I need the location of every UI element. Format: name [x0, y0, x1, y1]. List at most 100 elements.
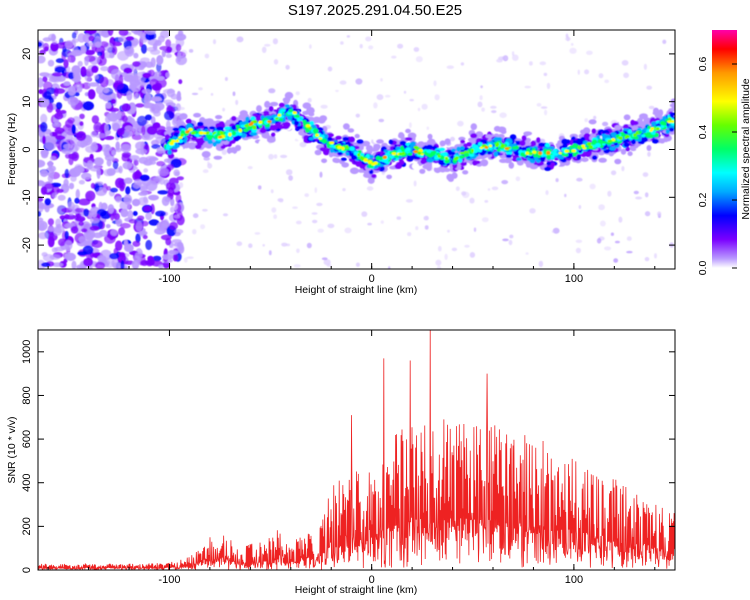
spectrogram-background-blob [421, 103, 428, 110]
spectrogram-ridge-blob [367, 160, 372, 164]
spectrogram-background-blob [366, 186, 374, 191]
spectrogram-noise-blob [81, 228, 88, 233]
spectrogram-noise-blob [99, 124, 106, 134]
spectrogram-noise-blob [104, 123, 109, 134]
spectrogram-background-blob [577, 69, 580, 75]
colorbar-tick-label: 0.4 [697, 125, 709, 140]
spectrogram-background-blob [487, 188, 491, 191]
spectrogram-noise-blob [38, 180, 45, 187]
spectrogram-ridge-blob [509, 134, 517, 141]
spectrogram-noise-blob [49, 254, 61, 260]
spectrogram-ridge-blob [375, 156, 381, 161]
spectrogram-background-blob [598, 73, 604, 79]
spectrogram-background-blob [540, 106, 548, 109]
spectrogram-noise-blob [132, 211, 138, 216]
spectrogram-ridge-blob [319, 147, 326, 152]
spectrogram-ridge-blob [668, 127, 675, 132]
spectrogram-noise-blob [100, 249, 112, 261]
spectrogram-noise-blob [138, 64, 145, 71]
spectrogram-background-blob [444, 253, 448, 260]
spectrogram-ridge-blob [267, 120, 272, 123]
spectrogram-noise-blob [51, 262, 64, 268]
spectrogram-background-blob [248, 243, 253, 248]
spectrogram-ridge-blob [347, 128, 355, 133]
spectrogram-noise-blob [97, 51, 103, 57]
spectrogram-background-blob [268, 250, 272, 256]
spectrogram-noise-blob [122, 161, 133, 170]
spectrogram-background-blob [180, 49, 188, 56]
spectrogram-background-blob [555, 178, 559, 183]
spectrogram-noise-blob [88, 35, 95, 42]
spectrogram-noise-blob [120, 222, 131, 229]
colorbar-tick-label: 0.6 [697, 57, 709, 72]
spectrogram-background-blob [183, 257, 188, 263]
spectrogram-ridge-blob [386, 174, 392, 180]
spectrogram-ridge-blob [665, 129, 670, 135]
spectrogram-ridge-blob [459, 151, 465, 155]
spectrogram-ridge-blob [391, 152, 397, 156]
spectrogram-noise-blob [134, 251, 143, 259]
spectrogram-noise-blob [147, 38, 160, 46]
spectrogram-ridge-blob [646, 128, 651, 133]
spectrogram-background-blob [409, 98, 414, 102]
spectrogram-ridge-blob [235, 124, 240, 128]
spectrogram-noise-blob [58, 238, 66, 247]
spectrogram-background-blob [593, 115, 597, 120]
spectrogram-noise-blob [145, 239, 153, 251]
spectrogram-background-blob [426, 126, 430, 130]
spectrogram-ridge-blob [479, 146, 484, 149]
spectrogram-background-blob [446, 65, 454, 69]
spectrogram-noise-blob [157, 190, 170, 195]
spectrogram-background-blob [529, 208, 536, 214]
spectrogram-ridge-blob [177, 139, 184, 144]
spectrogram-ridge-blob [633, 133, 637, 137]
spectrogram-ridge-blob [532, 150, 537, 154]
colorbar-tick-label: 0.2 [697, 193, 709, 208]
snr-xtick-label: -100 [158, 574, 180, 586]
spectrogram-ridge-blob [449, 151, 456, 156]
spectrogram-background-blob [285, 169, 293, 176]
spectrogram-noise-blob [49, 156, 57, 161]
spectrogram-noise-blob [102, 88, 109, 94]
spectrogram-noise-blob [90, 182, 96, 189]
spectrogram-ridge-blob [602, 140, 606, 144]
spectrogram-noise-blob [129, 155, 140, 161]
spectrogram-background-blob [481, 107, 485, 112]
spectrogram-ridge-blob [512, 146, 516, 150]
spectrogram-ridge-blob [239, 110, 248, 116]
spectrogram-ridge-blob [588, 119, 597, 125]
snr-ytick-label: 200 [21, 517, 33, 535]
spectrogram-background-blob [436, 265, 442, 269]
spectrogram-noise-blob [40, 113, 48, 124]
spectrogram-background-blob [501, 180, 509, 185]
spectrogram-noise-blob [169, 221, 179, 230]
spectrogram-noise-blob [85, 190, 96, 202]
spectrogram-background-blob [292, 206, 298, 209]
spectrogram-ridge-blob [562, 143, 567, 149]
spectrogram-background-blob [464, 244, 470, 248]
spectrogram-ridge-blob [413, 150, 419, 154]
spectrogram-ridge-blob [231, 131, 237, 136]
spectrogram-background-blob [647, 151, 651, 157]
spectrogram-ridge-blob [621, 133, 626, 137]
spectrogram-background-blob [373, 102, 378, 109]
spectrogram-ridge-blob [463, 152, 468, 158]
spectrogram-background-blob [450, 136, 455, 142]
spectrogram-ridge-blob [349, 146, 355, 151]
spectrogram-ridge-blob [581, 157, 589, 163]
spectrogram-ridge-blob [245, 116, 250, 122]
spectrogram-noise-blob [126, 91, 133, 101]
spectrogram-background-blob [481, 217, 489, 223]
spectrogram-noise-blob [118, 227, 126, 236]
spectrogram-ridge-blob [533, 153, 538, 158]
spectrogram-noise-blob [165, 39, 172, 48]
spectrogram-ridge-blob [609, 146, 616, 151]
spectrogram-noise-blob [38, 159, 46, 168]
spectrogram-noise-blob [149, 105, 162, 114]
spectrogram-ridge-blob [607, 139, 613, 143]
spectrogram-xtick-label: 100 [565, 273, 583, 285]
spectrogram-ridge-blob [172, 127, 180, 132]
spectrogram-noise-blob [38, 55, 46, 64]
spectrogram-ridge-blob [548, 146, 555, 150]
spectrogram-noise-blob [132, 182, 141, 189]
